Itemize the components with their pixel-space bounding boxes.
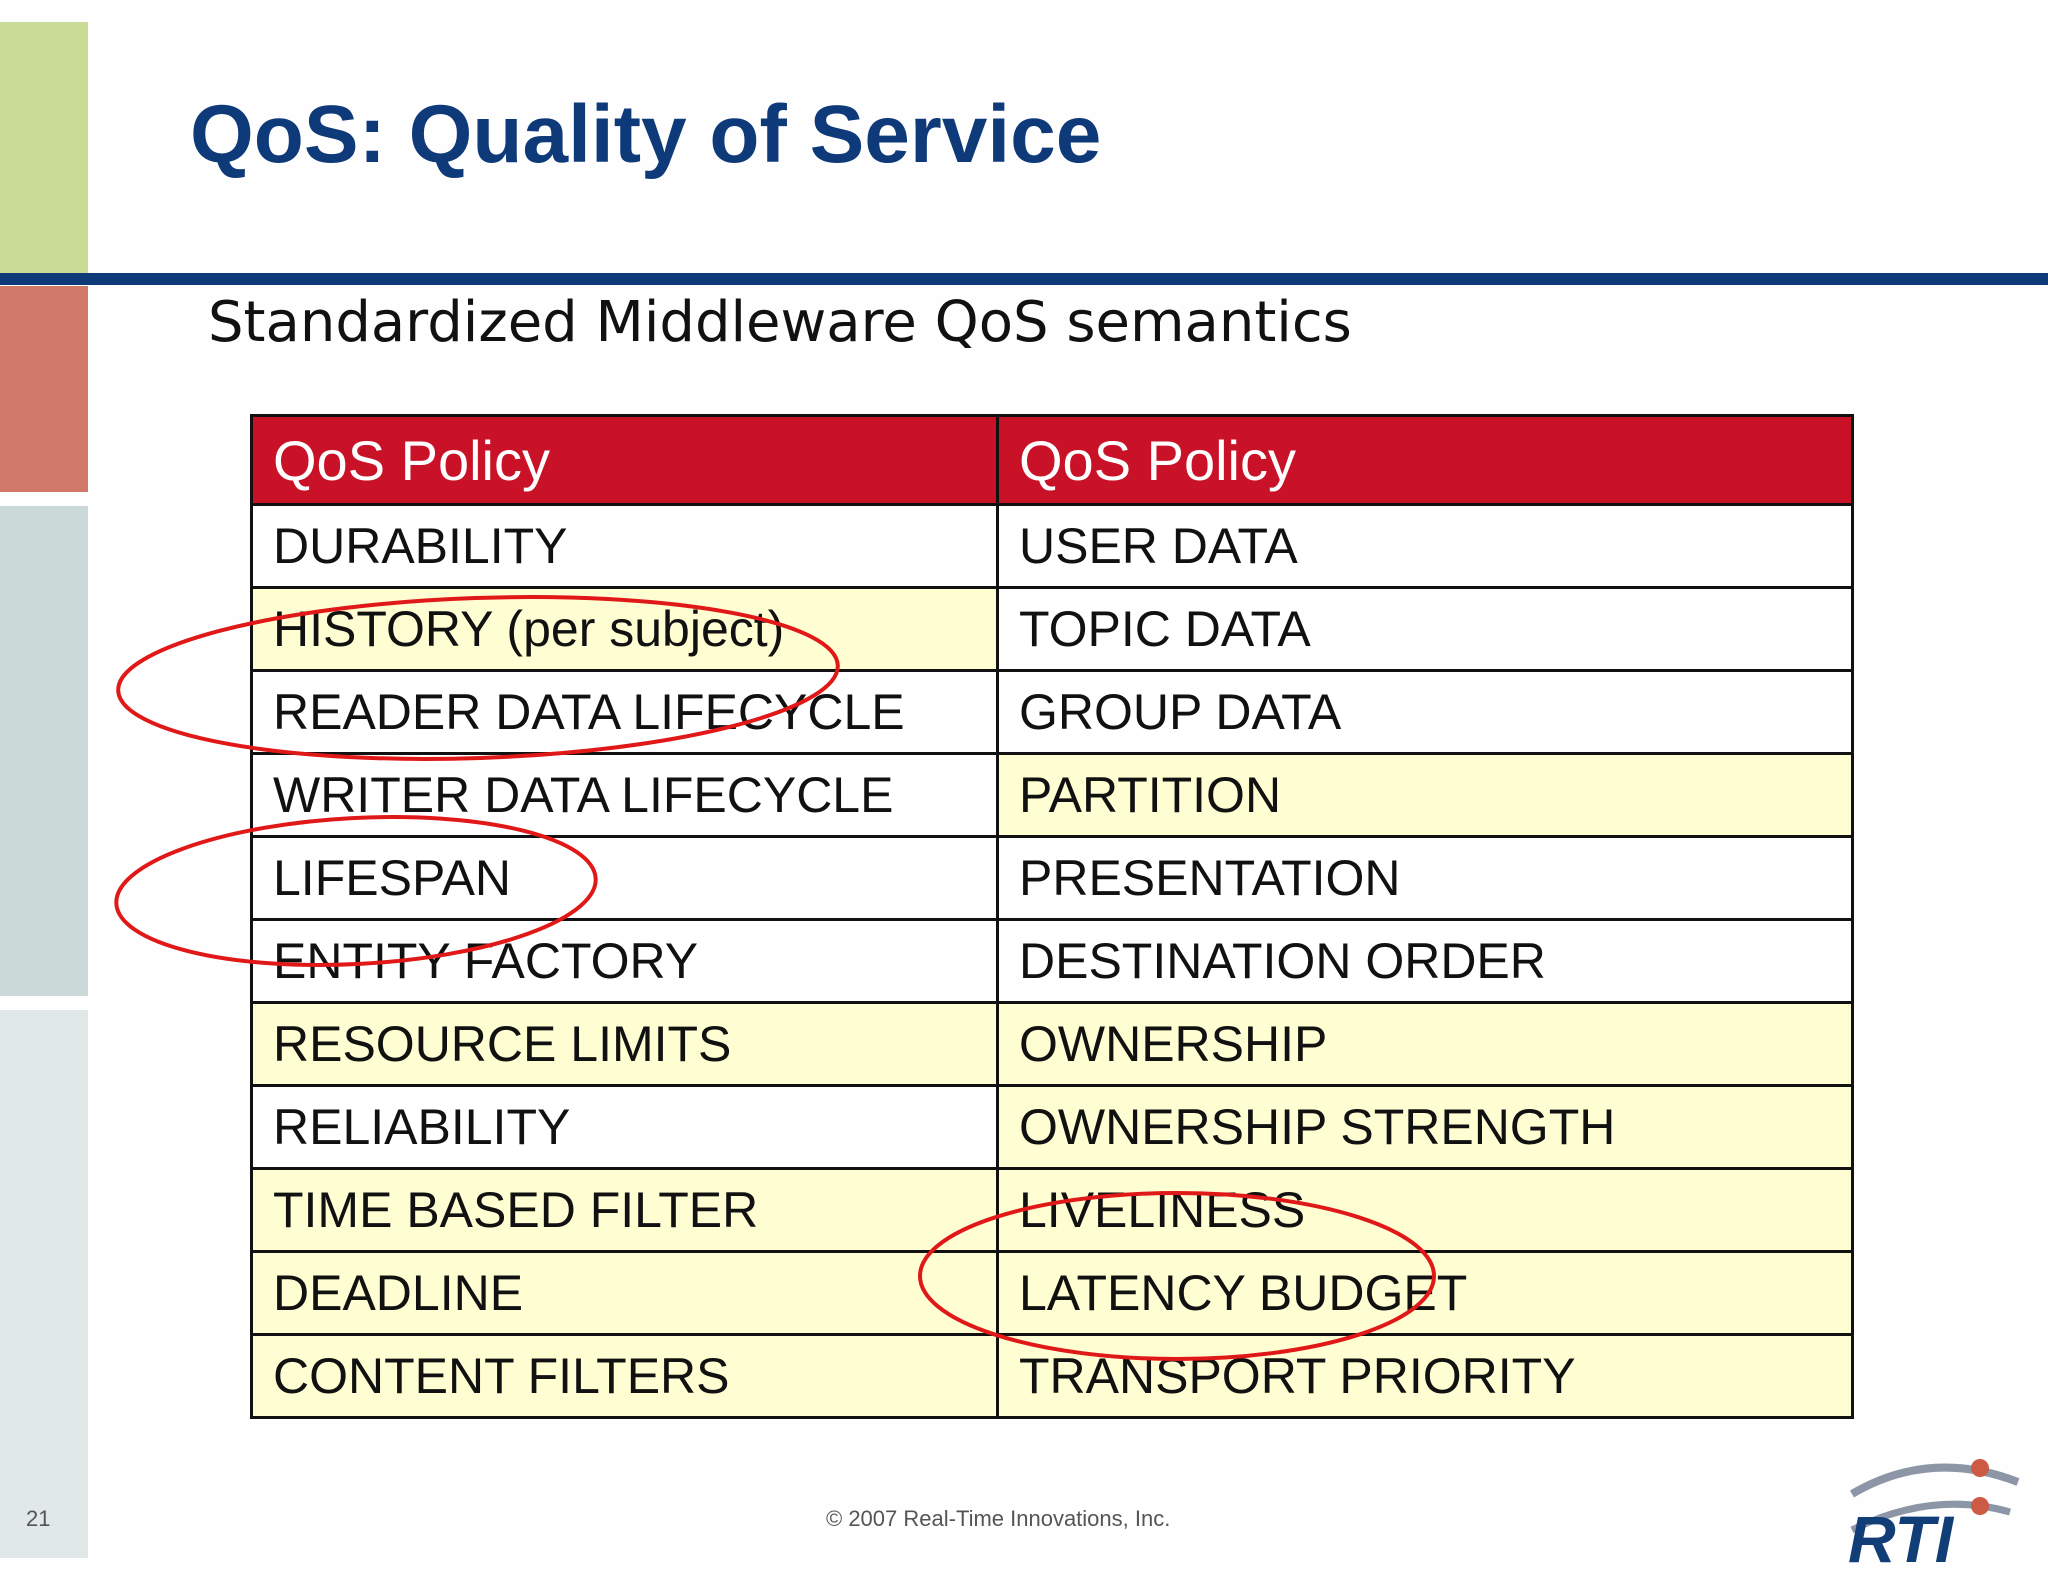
copyright-notice: © 2007 Real-Time Innovations, Inc. xyxy=(826,1506,1171,1531)
qos-policy-table: QoS Policy QoS Policy DURABILITY USER DAT… xyxy=(250,414,1854,1419)
policy-cell-right: PARTITION xyxy=(996,752,1854,838)
policy-cell-left: TIME BASED FILTER xyxy=(250,1167,999,1253)
side-accent-teal xyxy=(0,506,88,996)
page-number: 21 xyxy=(26,1506,51,1531)
policy-cell-right: DESTINATION ORDER xyxy=(996,918,1854,1004)
policy-cell-right: LATENCY BUDGET xyxy=(996,1250,1854,1336)
table-row: READER DATA LIFECYCLE GROUP DATA xyxy=(250,669,1854,755)
policy-cell-right: GROUP DATA xyxy=(996,669,1854,755)
policy-cell-left: READER DATA LIFECYCLE xyxy=(250,669,999,755)
table-row: LIFESPAN PRESENTATION xyxy=(250,835,1854,921)
header-cell-right: QoS Policy xyxy=(996,414,1854,506)
policy-cell-left: ENTITY FACTORY xyxy=(250,918,999,1004)
table-row: HISTORY (per subject) TOPIC DATA xyxy=(250,586,1854,672)
policy-cell-left: DEADLINE xyxy=(250,1250,999,1336)
side-accent-gray xyxy=(0,1010,88,1558)
table-row: WRITER DATA LIFECYCLE PARTITION xyxy=(250,752,1854,838)
table-row: DURABILITY USER DATA xyxy=(250,503,1854,589)
policy-cell-right: PRESENTATION xyxy=(996,835,1854,921)
header-cell-left: QoS Policy xyxy=(250,414,999,506)
svg-text:RTI: RTI xyxy=(1848,1502,1955,1574)
slide-title: QoS: Quality of Service xyxy=(190,89,1102,180)
table-header-row: QoS Policy QoS Policy xyxy=(250,414,1854,506)
policy-cell-left: WRITER DATA LIFECYCLE xyxy=(250,752,999,838)
table-row: ENTITY FACTORY DESTINATION ORDER xyxy=(250,918,1854,1004)
table-row: CONTENT FILTERS TRANSPORT PRIORITY xyxy=(250,1333,1854,1419)
table-row: DEADLINE LATENCY BUDGET xyxy=(250,1250,1854,1336)
side-accent-green xyxy=(0,22,88,274)
policy-cell-left: LIFESPAN xyxy=(250,835,999,921)
table-row: TIME BASED FILTER LIVELINESS xyxy=(250,1167,1854,1253)
policy-cell-right: TRANSPORT PRIORITY xyxy=(996,1333,1854,1419)
policy-cell-left: RELIABILITY xyxy=(250,1084,999,1170)
slide-subtitle: Standardized Middleware QoS semantics xyxy=(208,290,1352,355)
policy-cell-left: DURABILITY xyxy=(250,503,999,589)
policy-cell-left: HISTORY (per subject) xyxy=(250,586,999,672)
policy-cell-right: USER DATA xyxy=(996,503,1854,589)
rti-logo: RTI xyxy=(1848,1459,2020,1574)
table-row: RELIABILITY OWNERSHIP STRENGTH xyxy=(250,1084,1854,1170)
policy-cell-right: OWNERSHIP STRENGTH xyxy=(996,1084,1854,1170)
title-divider xyxy=(0,273,2048,285)
policy-cell-left: RESOURCE LIMITS xyxy=(250,1001,999,1087)
policy-cell-left: CONTENT FILTERS xyxy=(250,1333,999,1419)
policy-cell-right: OWNERSHIP xyxy=(996,1001,1854,1087)
side-accent-red xyxy=(0,286,88,492)
policy-cell-right: TOPIC DATA xyxy=(996,586,1854,672)
policy-cell-right: LIVELINESS xyxy=(996,1167,1854,1253)
table-row: RESOURCE LIMITS OWNERSHIP xyxy=(250,1001,1854,1087)
